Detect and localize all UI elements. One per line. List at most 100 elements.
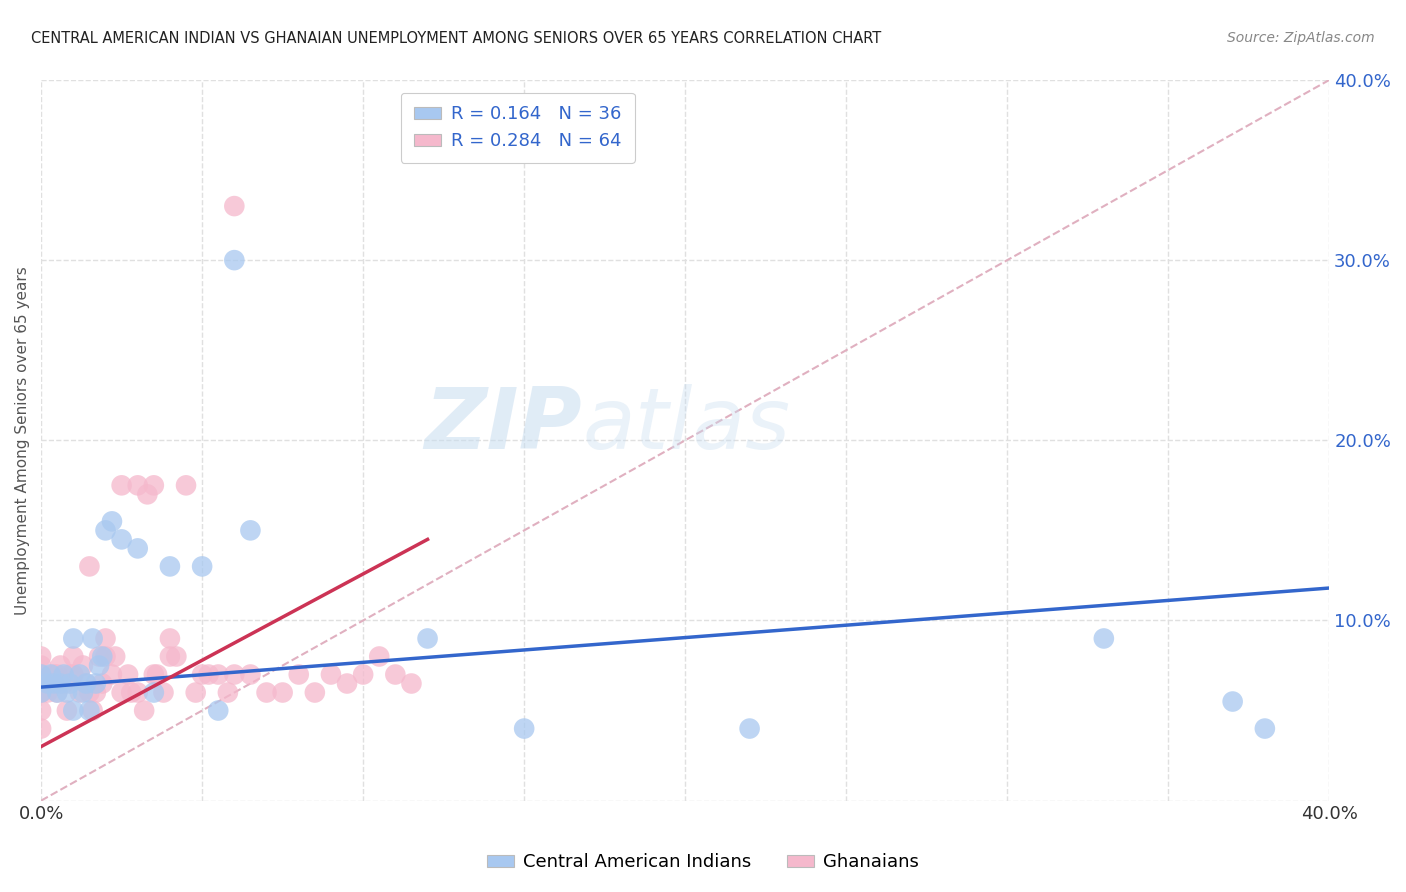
Point: [79, 704, 101, 718]
Point: [30, 704, 52, 718]
Point: [224, 253, 246, 268]
Point: [39, 676, 62, 690]
Legend: R = 0.164   N = 36, R = 0.284   N = 64: R = 0.164 N = 36, R = 0.284 N = 64: [401, 93, 634, 163]
Point: [165, 649, 187, 664]
Point: [37, 685, 59, 699]
Point: [91, 676, 114, 690]
Point: [142, 685, 165, 699]
Point: [368, 649, 391, 664]
Point: [62, 667, 84, 681]
Point: [142, 478, 165, 492]
Point: [72, 658, 94, 673]
Point: [75, 676, 97, 690]
Point: [82, 704, 104, 718]
Point: [101, 514, 124, 528]
Point: [159, 632, 181, 646]
Point: [191, 559, 214, 574]
Point: [401, 676, 423, 690]
Point: [30, 722, 52, 736]
Point: [30, 658, 52, 673]
Point: [239, 667, 262, 681]
Point: [271, 685, 294, 699]
Point: [82, 632, 104, 646]
Legend: Central American Indians, Ghanaians: Central American Indians, Ghanaians: [479, 847, 927, 879]
Point: [94, 524, 117, 538]
Point: [117, 667, 139, 681]
Text: Source: ZipAtlas.com: Source: ZipAtlas.com: [1227, 31, 1375, 45]
Point: [127, 478, 149, 492]
Point: [207, 667, 229, 681]
Point: [46, 685, 69, 699]
Point: [37, 676, 59, 690]
Point: [87, 658, 110, 673]
Point: [142, 667, 165, 681]
Point: [256, 685, 278, 699]
Point: [1092, 632, 1115, 646]
Point: [30, 667, 52, 681]
Point: [224, 199, 246, 213]
Point: [62, 649, 84, 664]
Point: [184, 685, 207, 699]
Point: [79, 559, 101, 574]
Point: [72, 685, 94, 699]
Point: [146, 667, 169, 681]
Point: [46, 685, 69, 699]
Point: [62, 704, 84, 718]
Text: CENTRAL AMERICAN INDIAN VS GHANAIAN UNEMPLOYMENT AMONG SENIORS OVER 65 YEARS COR: CENTRAL AMERICAN INDIAN VS GHANAIAN UNEM…: [31, 31, 882, 46]
Point: [30, 685, 52, 699]
Point: [239, 524, 262, 538]
Point: [136, 487, 159, 501]
Point: [384, 667, 406, 681]
Point: [69, 685, 91, 699]
Point: [69, 667, 91, 681]
Text: ZIP: ZIP: [425, 384, 582, 467]
Point: [101, 667, 124, 681]
Point: [30, 649, 52, 664]
Point: [1222, 694, 1244, 708]
Point: [59, 667, 82, 681]
Text: atlas: atlas: [582, 384, 790, 467]
Point: [42, 676, 65, 690]
Point: [174, 478, 197, 492]
Point: [52, 667, 75, 681]
Point: [127, 541, 149, 556]
Point: [56, 704, 79, 718]
Point: [94, 649, 117, 664]
Point: [75, 676, 97, 690]
Point: [207, 704, 229, 718]
Point: [49, 676, 72, 690]
Point: [513, 722, 536, 736]
Point: [84, 676, 107, 690]
Point: [30, 685, 52, 699]
Point: [224, 667, 246, 681]
Point: [46, 667, 69, 681]
Point: [120, 685, 142, 699]
Point: [191, 667, 214, 681]
Point: [416, 632, 439, 646]
Point: [127, 685, 149, 699]
Point: [152, 685, 174, 699]
Point: [94, 632, 117, 646]
Point: [52, 676, 75, 690]
Point: [87, 649, 110, 664]
Point: [159, 559, 181, 574]
Point: [62, 632, 84, 646]
Point: [42, 667, 65, 681]
Point: [49, 658, 72, 673]
Point: [197, 667, 219, 681]
Point: [352, 667, 374, 681]
Point: [111, 478, 134, 492]
Point: [111, 533, 134, 547]
Point: [159, 649, 181, 664]
Y-axis label: Unemployment Among Seniors over 65 years: Unemployment Among Seniors over 65 years: [15, 266, 30, 615]
Point: [111, 685, 134, 699]
Point: [217, 685, 239, 699]
Point: [84, 685, 107, 699]
Point: [738, 722, 761, 736]
Point: [56, 685, 79, 699]
Point: [287, 667, 309, 681]
Point: [1254, 722, 1277, 736]
Point: [39, 667, 62, 681]
Point: [304, 685, 326, 699]
Point: [91, 649, 114, 664]
